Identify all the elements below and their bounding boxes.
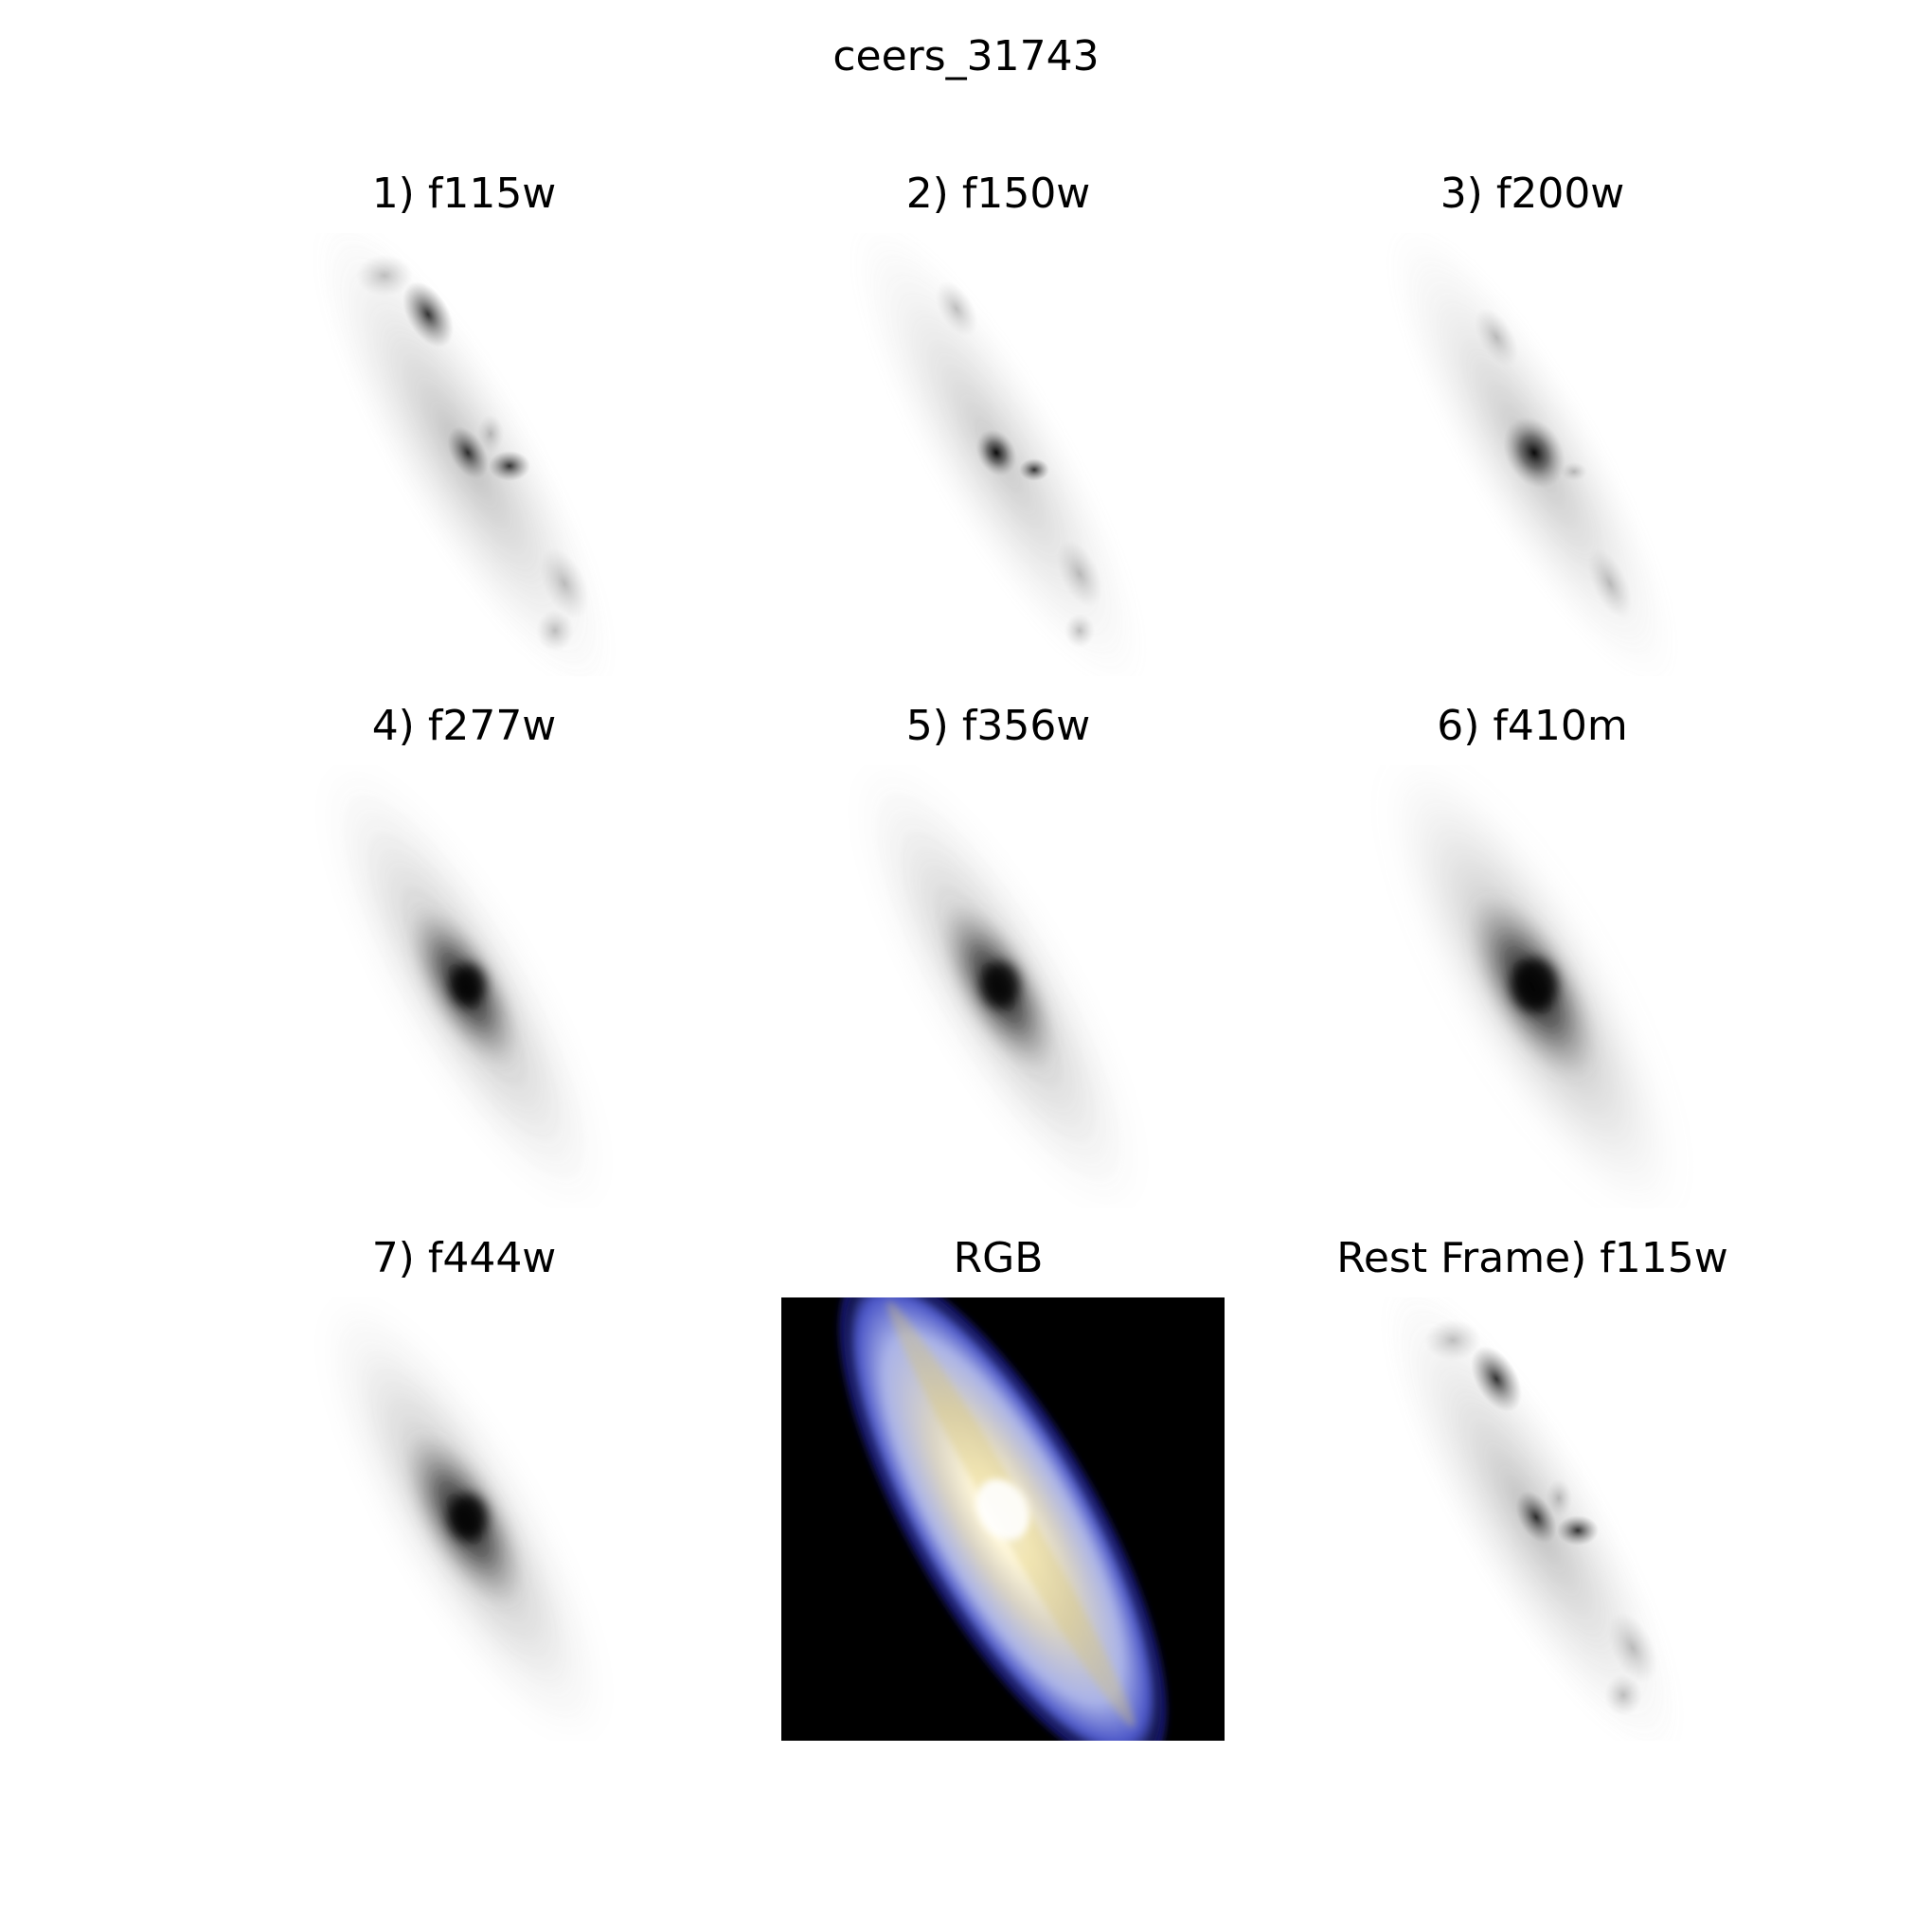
rgb-galaxy-core (975, 1478, 1030, 1541)
panel-image-f356w (856, 765, 1140, 1208)
panel-image-f277w (324, 765, 604, 1208)
panel-title-f277w: 4) f277w (371, 702, 557, 750)
panel-title-f115w: 1) f115w (371, 170, 557, 218)
panel-title-f356w: 5) f356w (905, 702, 1091, 750)
panel-title-f410m: 6) f410m (1437, 702, 1628, 750)
panel-title-rest-frame-f115w: Rest Frame) f115w (1336, 1234, 1728, 1282)
panel-title-rgb: RGB (953, 1234, 1044, 1282)
panel-title-f150w: 2) f150w (905, 170, 1091, 218)
panel-image-f115w (313, 233, 615, 676)
panel-title-f444w: 7) f444w (371, 1234, 557, 1282)
figure-title: ceers_31743 (832, 32, 1100, 80)
panel-title-f200w: 3) f200w (1440, 170, 1625, 218)
panel-image-f444w (323, 1297, 605, 1741)
panel-image-rest-frame-f115w (1382, 1297, 1683, 1741)
panel-image-f410m (1386, 765, 1679, 1208)
panel-image-f150w (850, 233, 1146, 676)
panel-image-rgb (781, 1297, 1225, 1741)
panel-image-f200w (1387, 233, 1677, 676)
